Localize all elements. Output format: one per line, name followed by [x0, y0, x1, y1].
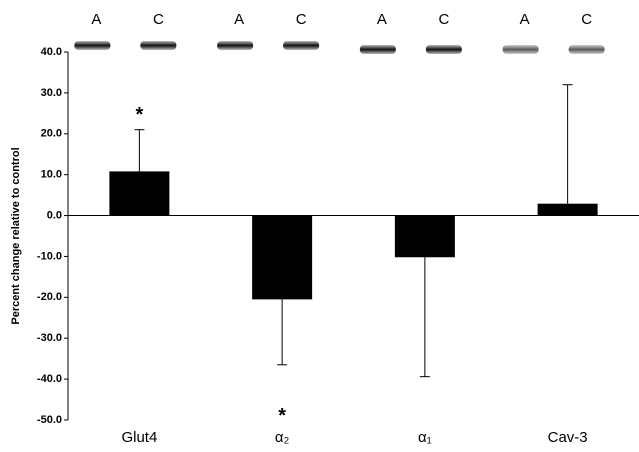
y-tick-label: -40.0 — [37, 373, 62, 385]
y-tick-label: 0.0 — [47, 209, 62, 221]
y-tick-label: -10.0 — [37, 250, 62, 262]
annotation: * — [278, 405, 286, 427]
x-tick-label: α₁ — [418, 429, 432, 446]
lane-label: A — [377, 11, 387, 28]
y-tick-label: -20.0 — [37, 291, 62, 303]
lane-label: C — [581, 11, 592, 28]
blot-band — [283, 41, 319, 50]
y-tick-label: 30.0 — [41, 87, 62, 99]
blot-band — [140, 41, 176, 50]
y-tick-label: 20.0 — [41, 128, 62, 140]
lane-label: C — [296, 11, 307, 28]
blot-band — [569, 45, 605, 54]
x-tick-label: Glut4 — [121, 429, 157, 446]
y-tick-label: -30.0 — [37, 332, 62, 344]
y-tick-label: 40.0 — [41, 46, 62, 58]
y-tick-label: 10.0 — [41, 169, 62, 181]
y-axis-label: Percent change relative to control — [10, 147, 22, 324]
lane-label: C — [153, 11, 164, 28]
lane-label: A — [234, 11, 244, 28]
blot-band — [360, 45, 396, 54]
blot-band — [503, 45, 539, 54]
bar — [538, 204, 598, 216]
bar — [395, 216, 455, 258]
chart: Percent change relative to control -50.0… — [0, 0, 639, 452]
y-tick-label: -50.0 — [37, 414, 62, 426]
lane-label: C — [438, 11, 449, 28]
blot-band — [217, 41, 253, 50]
annotation: * — [135, 104, 143, 126]
lane-label: A — [91, 11, 101, 28]
bar — [109, 171, 169, 215]
blot-band — [74, 41, 110, 50]
lane-label: A — [520, 11, 530, 28]
blot-band — [426, 45, 462, 54]
bar — [252, 216, 312, 300]
x-tick-label: α₂ — [275, 429, 290, 446]
x-tick-label: Cav-3 — [548, 429, 588, 446]
